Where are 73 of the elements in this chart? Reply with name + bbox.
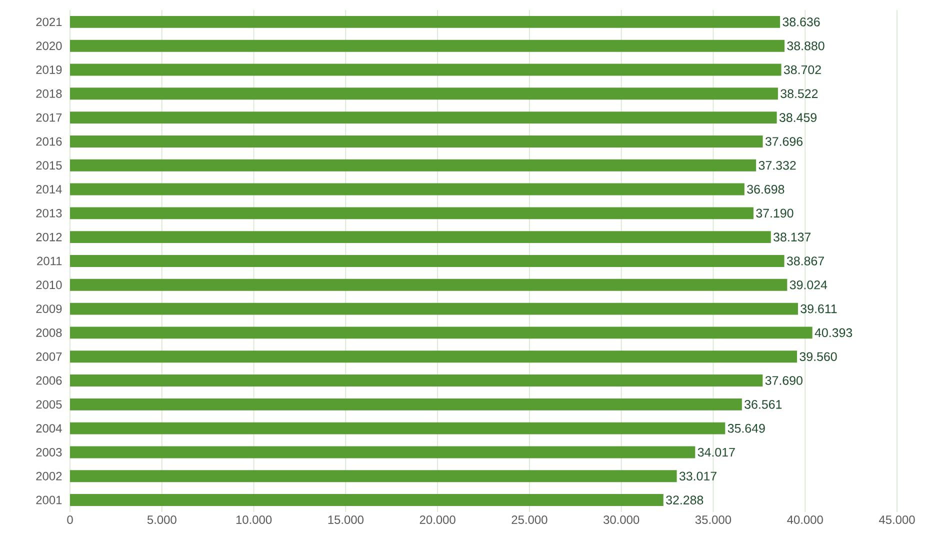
bar <box>70 398 742 410</box>
data-label: 34.017 <box>698 448 735 457</box>
x-tick-label: 25.000 <box>512 516 548 524</box>
x-tick-label: 0 <box>67 516 73 524</box>
bar <box>70 494 664 506</box>
data-label: 38.459 <box>779 113 816 122</box>
bar <box>70 255 784 267</box>
y-tick-label: 2007 <box>36 352 62 361</box>
x-tick-label: 15.000 <box>328 516 364 524</box>
y-tick-label: 2021 <box>36 18 62 26</box>
data-label: 37.332 <box>758 160 796 170</box>
bar <box>70 135 763 148</box>
y-tick-label: 2006 <box>36 376 62 385</box>
y-tick-label: 2017 <box>36 113 62 122</box>
bar <box>70 159 756 172</box>
data-label: 33.017 <box>679 472 716 481</box>
y-tick-label: 2003 <box>36 448 62 456</box>
bar <box>70 64 782 76</box>
data-label: 38.702 <box>784 65 821 74</box>
data-label: 39.024 <box>790 280 828 290</box>
y-tick-label: 2012 <box>36 232 62 242</box>
bar <box>70 88 778 100</box>
y-tick-label: 2020 <box>36 42 62 50</box>
bar <box>70 231 771 244</box>
data-label: 32.288 <box>666 496 704 504</box>
data-label: 38.636 <box>782 18 820 26</box>
y-tick-label: 2010 <box>36 280 62 290</box>
data-label: 35.649 <box>728 424 765 433</box>
data-label: 38.867 <box>786 256 824 266</box>
y-tick-label: 2016 <box>36 137 62 146</box>
x-tick-label: 45.000 <box>879 516 915 524</box>
y-tick-label: 2011 <box>37 256 62 266</box>
y-tick-label: 2008 <box>36 328 62 337</box>
y-tick-label: 2002 <box>36 472 62 480</box>
bar <box>70 326 812 339</box>
data-label: 37.190 <box>756 208 794 218</box>
data-label: 36.561 <box>744 400 782 409</box>
bar <box>70 446 696 458</box>
y-tick-label: 2005 <box>36 400 62 409</box>
bar <box>70 422 726 434</box>
x-tick-label: 10.000 <box>236 516 272 524</box>
bar <box>70 112 777 124</box>
x-tick-label: 35.000 <box>695 516 732 524</box>
y-tick-label: 2013 <box>36 208 62 218</box>
bar <box>70 207 754 220</box>
x-tick-label: 30.000 <box>604 516 640 524</box>
bar <box>70 350 798 363</box>
data-label: 39.611 <box>800 304 837 314</box>
data-label: 38.880 <box>787 41 824 50</box>
data-label: 38.137 <box>774 232 811 242</box>
y-tick-label: 2009 <box>36 304 62 314</box>
bar <box>70 40 785 52</box>
data-label: 40.393 <box>814 328 852 338</box>
x-tick-label: 5.000 <box>147 516 176 524</box>
x-tick-label: 20.000 <box>420 516 456 524</box>
bar <box>70 302 798 315</box>
bar <box>70 374 763 386</box>
data-label: 37.696 <box>765 137 803 146</box>
data-label: 39.560 <box>800 352 837 362</box>
y-tick-label: 2014 <box>36 185 62 194</box>
bar <box>70 470 677 482</box>
bar <box>70 183 744 196</box>
y-tick-label: 2004 <box>36 424 62 433</box>
y-tick-label: 2015 <box>36 161 62 170</box>
y-tick-label: 2019 <box>36 66 62 74</box>
y-tick-label: 2018 <box>36 89 62 98</box>
bar <box>70 16 780 28</box>
bar <box>70 278 788 291</box>
x-tick-label: 40.000 <box>787 516 823 524</box>
data-label: 36.698 <box>747 184 784 194</box>
y-tick-label: 2001 <box>36 496 62 504</box>
data-label: 37.690 <box>765 376 802 385</box>
data-label: 38.522 <box>780 89 818 98</box>
